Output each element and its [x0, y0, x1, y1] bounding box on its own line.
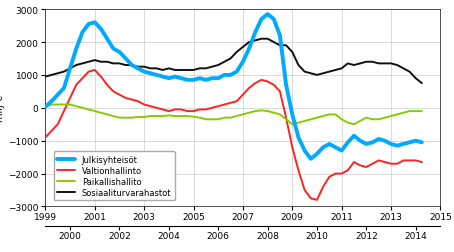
- Line: Sosiaaliturvarahastot: Sosiaaliturvarahastot: [45, 40, 422, 84]
- Valtionhallinto: [148, 105, 153, 108]
- Valtionhallinto: [382, 161, 388, 164]
- Sosiaaliturvarahastot: [419, 82, 424, 85]
- Paikallishallito: [382, 117, 388, 120]
- Legend: Julkisyhteisöt, Valtionhallinto, Paikallishallito, Sosiaaliturvarahastot: Julkisyhteisöt, Valtionhallinto, Paikall…: [54, 152, 175, 201]
- Julkisyhteisöt: [117, 51, 122, 54]
- Line: Valtionhallinto: Valtionhallinto: [45, 71, 422, 200]
- Sosiaaliturvarahastot: [376, 62, 381, 66]
- Paikallishallito: [43, 105, 48, 108]
- Paikallishallito: [277, 113, 283, 116]
- Julkisyhteisöt: [142, 71, 147, 74]
- Paikallishallito: [419, 110, 424, 113]
- Valtionhallinto: [277, 90, 283, 93]
- Julkisyhteisöt: [382, 140, 388, 143]
- Julkisyhteisöt: [265, 13, 270, 17]
- Valtionhallinto: [123, 97, 128, 100]
- Valtionhallinto: [74, 84, 79, 87]
- Julkisyhteisöt: [74, 48, 79, 51]
- Y-axis label: milj €: milj €: [0, 95, 5, 122]
- Sosiaaliturvarahastot: [228, 58, 233, 61]
- Sosiaaliturvarahastot: [259, 38, 264, 41]
- Valtionhallinto: [43, 136, 48, 139]
- Line: Julkisyhteisöt: Julkisyhteisöt: [45, 15, 422, 159]
- Paikallishallito: [234, 115, 239, 118]
- Sosiaaliturvarahastot: [74, 64, 79, 67]
- Julkisyhteisöt: [228, 74, 233, 77]
- Valtionhallinto: [92, 69, 98, 72]
- Paikallishallito: [123, 117, 128, 120]
- Paikallishallito: [148, 115, 153, 118]
- Valtionhallinto: [234, 100, 239, 103]
- Valtionhallinto: [419, 161, 424, 164]
- Julkisyhteisöt: [308, 158, 314, 161]
- Paikallishallito: [80, 107, 85, 110]
- Sosiaaliturvarahastot: [117, 62, 122, 66]
- Sosiaaliturvarahastot: [142, 66, 147, 69]
- Julkisyhteisöt: [419, 141, 424, 144]
- Valtionhallinto: [314, 199, 320, 202]
- Julkisyhteisöt: [277, 35, 283, 38]
- Julkisyhteisöt: [43, 106, 48, 109]
- Sosiaaliturvarahastot: [43, 76, 48, 79]
- Paikallishallito: [49, 104, 54, 107]
- Line: Paikallishallito: Paikallishallito: [45, 105, 422, 125]
- Sosiaaliturvarahastot: [277, 45, 283, 48]
- Paikallishallito: [290, 123, 295, 126]
